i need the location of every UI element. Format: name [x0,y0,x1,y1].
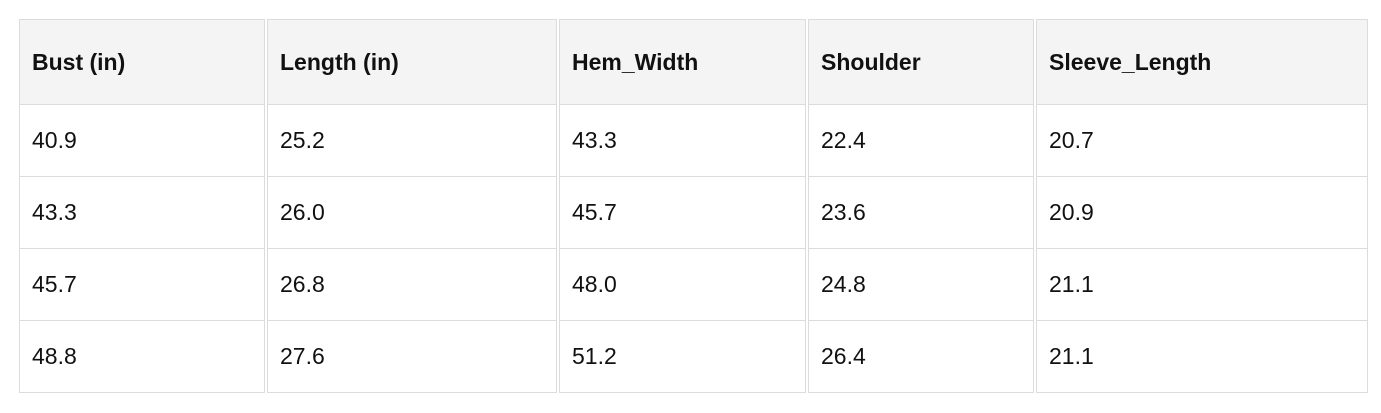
table-cell: 20.9 [1036,177,1368,249]
header-cell: Length (in) [267,19,557,105]
table-cell: 45.7 [19,249,265,321]
table-cell: 26.0 [267,177,557,249]
table-cell: 26.4 [808,321,1034,393]
header-cell: Hem_Width [559,19,806,105]
table-cell: 24.8 [808,249,1034,321]
table-row: 48.8 27.6 51.2 26.4 21.1 [19,321,1368,393]
table-cell: 21.1 [1036,321,1368,393]
table-cell: 43.3 [19,177,265,249]
table-row: 43.3 26.0 45.7 23.6 20.9 [19,177,1368,249]
table-cell: 48.0 [559,249,806,321]
table-row: 45.7 26.8 48.0 24.8 21.1 [19,249,1368,321]
table-cell: 51.2 [559,321,806,393]
table-cell: 27.6 [267,321,557,393]
table-cell: 22.4 [808,105,1034,177]
table-cell: 40.9 [19,105,265,177]
table-cell: 43.3 [559,105,806,177]
table-row: 40.9 25.2 43.3 22.4 20.7 [19,105,1368,177]
table-cell: 48.8 [19,321,265,393]
table-cell: 26.8 [267,249,557,321]
table-cell: 20.7 [1036,105,1368,177]
header-cell: Bust (in) [19,19,265,105]
header-cell: Sleeve_Length [1036,19,1368,105]
table-cell: 21.1 [1036,249,1368,321]
header-row: Bust (in) Length (in) Hem_Width Shoulder… [19,19,1368,105]
table-cell: 25.2 [267,105,557,177]
header-cell: Shoulder [808,19,1034,105]
table-cell: 45.7 [559,177,806,249]
table-cell: 23.6 [808,177,1034,249]
size-table: Bust (in) Length (in) Hem_Width Shoulder… [17,19,1370,393]
